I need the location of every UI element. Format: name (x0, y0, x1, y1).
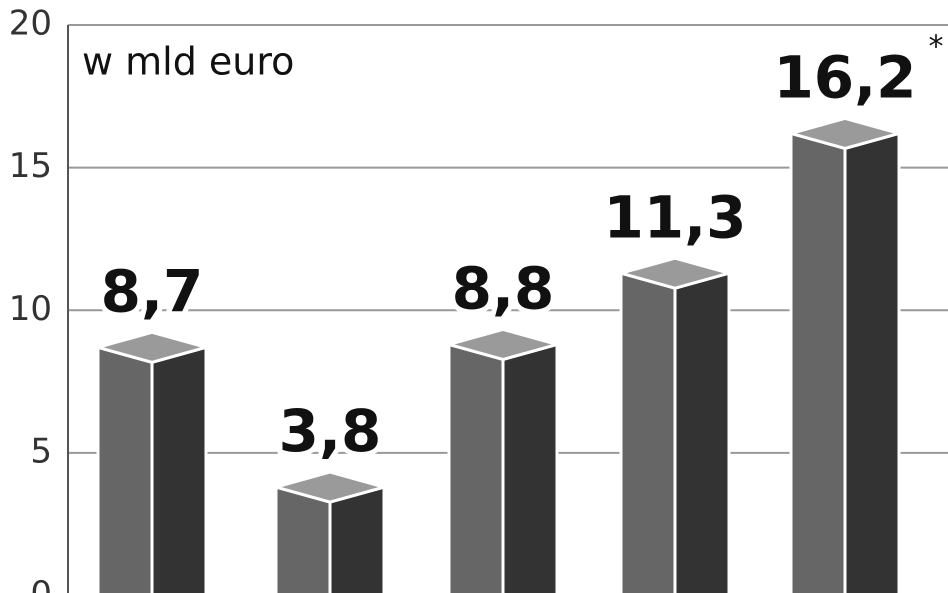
bar-front (274, 485, 332, 593)
annotation: * (929, 30, 944, 65)
bar-side (843, 131, 901, 593)
bar-top (270, 470, 390, 504)
bar-front (789, 131, 847, 593)
bar-front (96, 345, 154, 593)
bar-top (92, 330, 212, 364)
value-label: 8,8 (452, 255, 555, 323)
value-label: 3,8 (279, 397, 382, 465)
bar-top (785, 116, 905, 150)
bar-front (447, 342, 505, 593)
bar-top (443, 327, 563, 362)
bar-side (150, 345, 208, 593)
value-label: 11,3 (603, 183, 746, 251)
y-tick-label: 10 (9, 289, 52, 329)
bar-front (619, 271, 677, 593)
y-tick-label: 0 (30, 574, 52, 593)
chart-subtitle: w mld euro (82, 40, 294, 84)
y-tick-label: 15 (9, 146, 52, 186)
bar-side (328, 485, 386, 593)
bar-side (673, 271, 731, 593)
value-label: 8,7 (101, 257, 204, 325)
bar-side (501, 342, 559, 593)
y-tick-label: 5 (30, 431, 52, 471)
y-tick-label: 20 (9, 4, 52, 44)
value-label: 16,2 (773, 44, 916, 112)
plot: 0 5 10 15 20 8,7 3,8 8,8 11,3 16,2 (9, 4, 948, 593)
bar-top (615, 256, 735, 290)
